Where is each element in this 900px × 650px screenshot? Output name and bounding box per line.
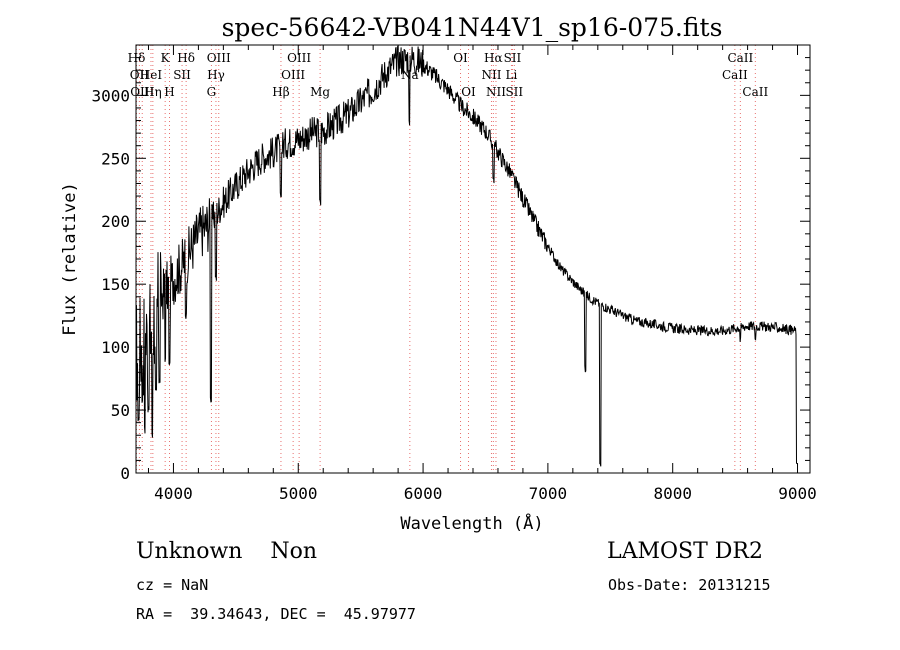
y-tick-label: 3000 [91, 86, 130, 105]
x-axis-label: Wavelength (Å) [400, 512, 543, 534]
chart-title: spec-56642-VB041N44V1_sp16-075.fits [222, 13, 723, 42]
y-axis-ticks: 0 50 100 150 200 250 3000 [91, 44, 810, 483]
coordinates-text: RA = 39.34643, DEC = 45.97977 [136, 605, 416, 623]
spectral-line-label: Li [506, 68, 518, 82]
spectral-line-label: OI [453, 51, 468, 65]
spectral-line-label: OII [130, 68, 150, 82]
spectral-line-label: K [161, 51, 171, 65]
spectral-line-label: Mg [310, 85, 330, 99]
spectral-line-label: Hδ [177, 51, 195, 65]
spectral-line-label: NII [481, 68, 501, 82]
redshift-text: cz = NaN [136, 576, 209, 594]
x-tick-label: 8000 [653, 484, 692, 503]
y-tick-label: 100 [101, 338, 130, 357]
spectral-line-label: Hβ [272, 85, 289, 99]
spectral-line-markers [135, 45, 756, 473]
spectral-line-label: CaII [727, 51, 753, 65]
spectrum-trace [135, 44, 797, 467]
spectral-line-label: OIII [207, 51, 231, 65]
spectral-line-label: Hα [484, 51, 503, 65]
spectral-line-label: SII [505, 85, 523, 99]
spectral-line-label: OIII [281, 68, 305, 82]
spectral-line-label: G [207, 85, 217, 99]
spectral-line-label: OIII [287, 51, 311, 65]
y-tick-label: 50 [111, 401, 130, 420]
spectral-line-label: H [164, 85, 174, 99]
spectral-line-label: CaII [722, 68, 748, 82]
spectral-line-label: SII [173, 68, 191, 82]
classification-text: Unknown Non [136, 539, 318, 564]
survey-text: LAMOST DR2 [607, 539, 763, 564]
y-tick-label: 200 [101, 212, 130, 231]
spectral-line-label: CaII [742, 85, 768, 99]
x-tick-label: 6000 [404, 484, 443, 503]
obs-date-text: Obs-Date: 20131215 [608, 576, 771, 594]
x-tick-label: 4000 [154, 484, 193, 503]
y-tick-label: 0 [120, 464, 130, 483]
y-tick-label: 150 [101, 275, 130, 294]
y-tick-label: 250 [101, 149, 130, 168]
spectral-line-label: Hγ [207, 68, 225, 82]
spectral-line-label: OI [461, 85, 476, 99]
y-axis-label: Flux (relative) [60, 182, 80, 336]
spectrum-line [135, 44, 797, 467]
spectral-line-label: Hη [144, 85, 162, 99]
x-tick-label: 7000 [529, 484, 568, 503]
spectral-line-label: NII [486, 85, 506, 99]
spectral-line-label: HeI [140, 68, 163, 82]
spectral-line-label: SII [504, 51, 522, 65]
x-axis-ticks: 4000 5000 6000 7000 8000 9000 [147, 45, 817, 503]
x-tick-label: 9000 [778, 484, 817, 503]
x-tick-label: 5000 [279, 484, 318, 503]
